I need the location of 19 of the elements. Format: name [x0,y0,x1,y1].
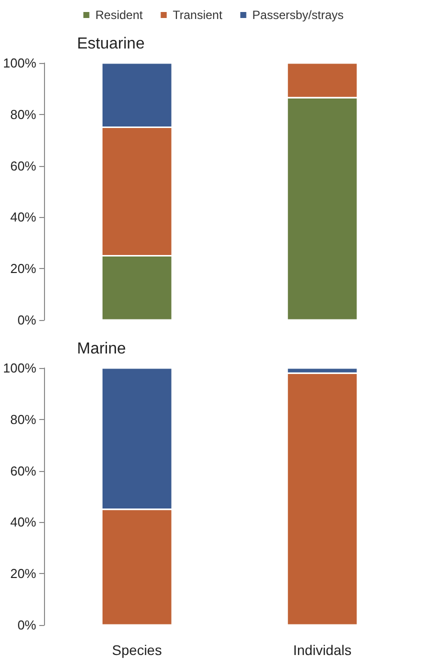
y-tick-label: 80% [10,412,37,427]
y-tick-label: 100% [3,56,37,70]
y-tick-label: 80% [10,106,37,122]
y-tick-label: 60% [10,463,37,478]
y-tick-label: 40% [10,210,37,225]
chart-title: Marine [77,340,126,358]
x-tick-label: Individals [293,642,352,658]
x-tick-label: Species [112,642,162,658]
y-tick-label: 0% [17,312,37,328]
chart-title: Estuarine [77,36,145,52]
legend-label: Transient [172,8,223,22]
y-tick-label: 20% [10,261,37,276]
y-tick-label: 40% [10,514,37,530]
y-tick-label: 60% [10,158,37,174]
y-tick-label: 100% [3,360,37,376]
y-tick-label: 0% [17,618,37,632]
y-tick-label: 20% [10,566,37,582]
legend-label: Passersby/strays [252,8,344,22]
legend-label: Resident [95,8,144,22]
